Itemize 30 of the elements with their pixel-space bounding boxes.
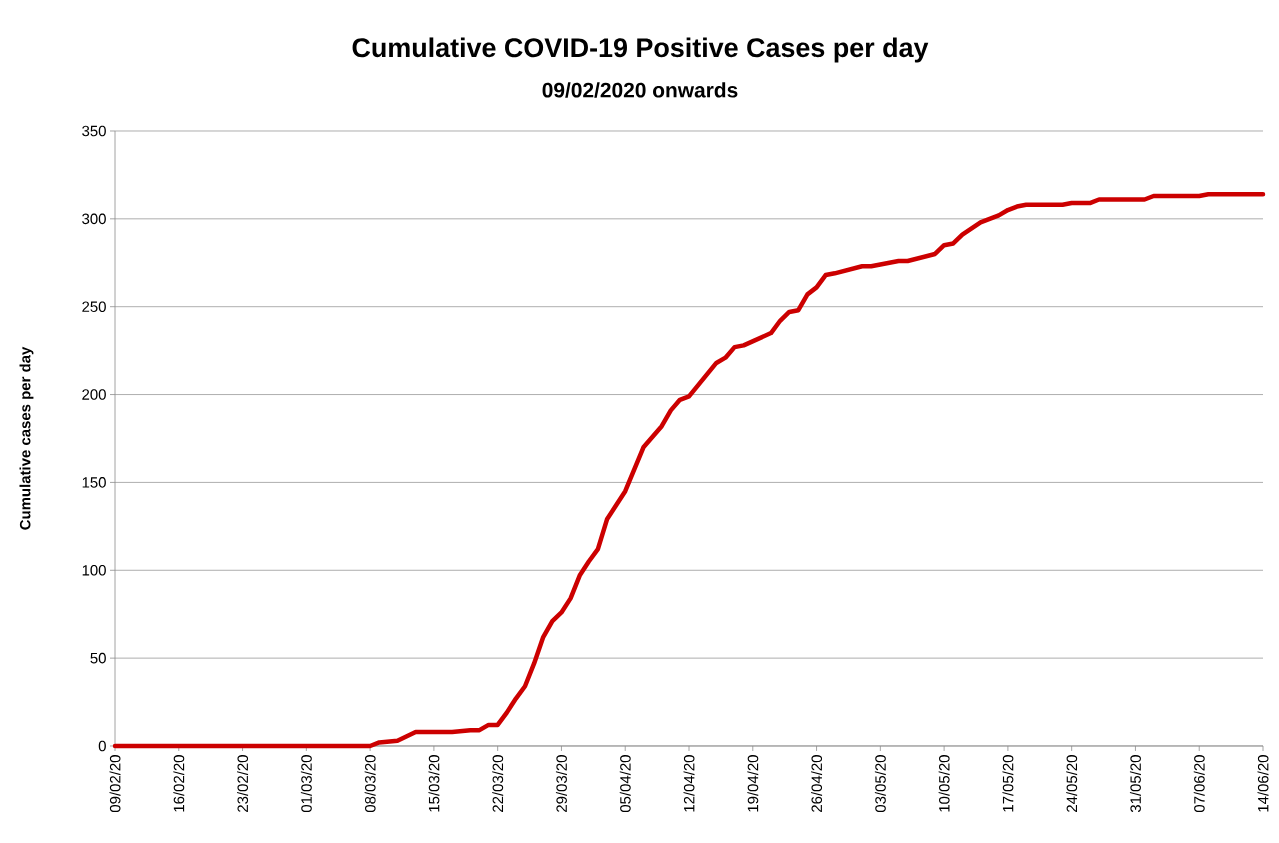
- x-tick-label: 15/03/20: [428, 755, 440, 812]
- x-tick-label: 07/06/20: [1193, 755, 1205, 813]
- y-tick-label: 100: [82, 564, 106, 576]
- x-tick-label: 29/03/20: [555, 755, 567, 812]
- y-axis-title: Cumulative cases per day: [19, 346, 34, 530]
- x-tick-label: 16/02/20: [173, 755, 185, 812]
- x-tick-label: 26/04/20: [811, 755, 823, 812]
- x-tick-label: 09/02/20: [109, 755, 121, 813]
- y-tick-label: 50: [90, 652, 106, 664]
- x-tick-label: 12/04/20: [683, 755, 695, 812]
- y-tick-label: 350: [82, 125, 106, 137]
- y-tick-label: 150: [82, 477, 106, 488]
- x-tick-label: 22/03/20: [492, 755, 504, 812]
- x-tick-label: 14/06/20: [1257, 755, 1269, 812]
- x-tick-label: 08/03/20: [364, 755, 376, 813]
- x-tick-label: 23/02/20: [237, 755, 249, 812]
- x-tick-label: 31/05/20: [1129, 755, 1141, 813]
- x-tick-label: 17/05/20: [1002, 755, 1014, 812]
- y-tick-label: 250: [82, 301, 106, 312]
- x-tick-label: 10/05/20: [938, 755, 950, 812]
- x-tick-label: 03/05/20: [874, 755, 886, 813]
- chart-title: Cumulative COVID-19 Positive Cases per day: [352, 37, 929, 63]
- x-tick-label: 19/04/20: [747, 755, 759, 812]
- y-tick-label: 0: [98, 740, 106, 752]
- y-tick-label: 200: [82, 389, 106, 400]
- x-tick-label: 05/04/20: [619, 755, 631, 813]
- x-tick-label: 01/03/20: [300, 755, 312, 813]
- chart-subtitle: 09/02/2020 onwards: [542, 82, 738, 98]
- y-tick-label: 300: [82, 213, 106, 225]
- x-tick-label: 24/05/20: [1066, 755, 1078, 812]
